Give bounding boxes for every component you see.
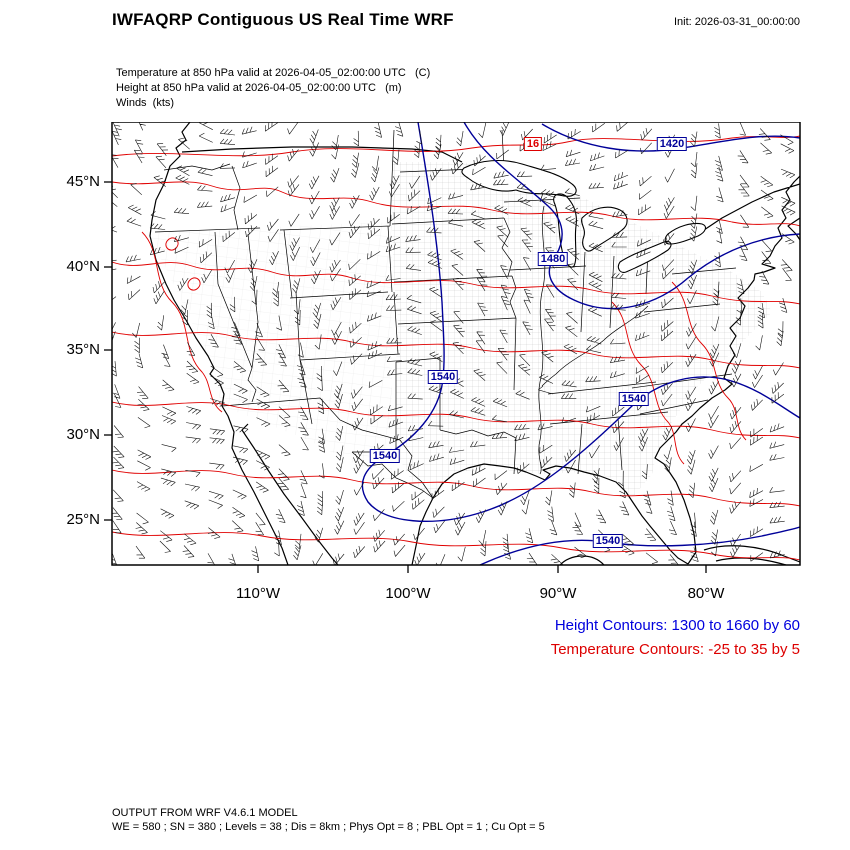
- weather-map-plot: [104, 122, 801, 573]
- legend-height-contours: Height Contours: 1300 to 1660 by 60: [554, 617, 800, 634]
- wind-barbs: [112, 122, 796, 565]
- page-title: IWFAQRP Contiguous US Real Time WRF: [112, 10, 454, 29]
- y-axis-label-45n: 45°N: [66, 173, 100, 190]
- map-frame: [111, 122, 801, 566]
- axis-ticks: [104, 181, 707, 573]
- county-texture-west: [150, 222, 392, 482]
- y-axis-label-25n: 25°N: [66, 511, 100, 528]
- model-info: OUTPUT FROM WRF V4.6.1 MODEL WE = 580 ; …: [112, 806, 545, 834]
- x-axis-label-100w: 100°W: [385, 585, 431, 602]
- model-output-line: OUTPUT FROM WRF V4.6.1 MODEL: [112, 807, 298, 819]
- temperature-field-label: Temperature at 850 hPa valid at 2026-04-…: [116, 67, 431, 79]
- great-lakes: [461, 159, 707, 273]
- winds-field-label: Winds (kts): [116, 97, 175, 109]
- model-config-line: WE = 580 ; SN = 380 ; Levels = 38 ; Dis …: [112, 821, 545, 833]
- height-field-label: Height at 850 hPa valid at 2026-04-05_02…: [116, 82, 402, 94]
- y-axis-label-40n: 40°N: [66, 258, 100, 275]
- init-timestamp: Init: 2026-03-31_00:00:00: [674, 16, 800, 28]
- y-axis-label-30n: 30°N: [66, 426, 100, 443]
- temperature-contours: [112, 135, 800, 561]
- county-texture-east: [392, 162, 772, 498]
- legend: Height Contours: 1300 to 1660 by 60 Temp…: [551, 614, 800, 662]
- y-axis-label-35n: 35°N: [66, 341, 100, 358]
- legend-temperature-contours: Temperature Contours: -25 to 35 by 5: [550, 641, 800, 658]
- coastline: [149, 122, 800, 565]
- x-axis-label-80w: 80°W: [687, 585, 725, 602]
- x-axis-label-110w: 110°W: [235, 585, 281, 602]
- field-description: Temperature at 850 hPa valid at 2026-04-…: [116, 66, 430, 111]
- x-axis-label-90w: 90°W: [539, 585, 577, 602]
